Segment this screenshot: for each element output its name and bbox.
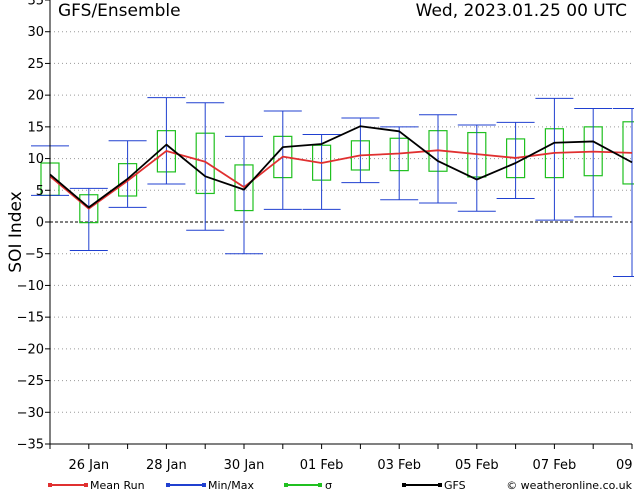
grid-lines: [50, 31, 632, 413]
x-tick-label: 30 Jan: [224, 458, 265, 473]
legend-gfs-label: GFS: [444, 479, 466, 490]
legend-minmax-marker-left: [166, 483, 170, 487]
x-axis-ticks: 26 Jan 28 Jan 30 Jan 01 Feb 03 Feb 05 Feb 07 F…: [49, 444, 633, 473]
legend-item-minmax: Min/Max: [166, 479, 254, 490]
x-tick-label: 09: [616, 458, 633, 473]
min-max-whiskers: [31, 97, 634, 278]
y-tick-label: 30: [27, 25, 44, 40]
y-tick-label: 35: [27, 0, 44, 9]
x-tick-label: 28 Jan: [146, 458, 187, 473]
legend-item-gfs: GFS: [402, 479, 466, 490]
legend-item-sigma: σ: [284, 479, 332, 490]
legend-gfs-marker-right: [438, 483, 442, 487]
x-tick-label: 05 Feb: [455, 458, 499, 473]
y-axis-label: SOI Index: [6, 191, 26, 272]
chart-title: GFS/Ensemble: [58, 1, 181, 21]
y-tick-label: −15: [17, 311, 44, 326]
legend-item-mean: Mean Run: [48, 479, 145, 490]
y-tick-label: −5: [25, 247, 44, 262]
legend-sigma-marker-right: [318, 483, 322, 487]
run-timestamp: Wed, 2023.01.25 00 UTC: [416, 1, 627, 21]
y-tick-label: 0: [36, 216, 44, 231]
legend-sigma-label: σ: [325, 479, 332, 490]
legend-minmax-marker-right: [202, 483, 206, 487]
y-axis-ticks: 35 30 25 20 15 10 5 0 −5 −10 −15 −20 −25 −30 −35: [17, 0, 50, 453]
legend-gfs-marker-left: [402, 483, 406, 487]
legend: Mean Run Min/Max σ GFS © weatheronline.c…: [48, 479, 633, 490]
y-tick-label: −35: [17, 438, 44, 453]
legend-minmax-label: Min/Max: [208, 479, 254, 490]
y-tick-label: −10: [17, 279, 44, 294]
y-tick-label: −25: [17, 374, 44, 389]
y-tick-label: −30: [17, 406, 44, 421]
y-tick-label: −20: [17, 342, 44, 357]
y-tick-label: 15: [27, 120, 44, 135]
x-tick-label: 01 Feb: [300, 458, 344, 473]
y-tick-label: 10: [27, 152, 44, 167]
x-tick-label: 26 Jan: [68, 458, 109, 473]
mean-run-line: [49, 149, 633, 210]
legend-mean-marker-left: [48, 483, 52, 487]
legend-mean-label: Mean Run: [90, 479, 145, 490]
y-tick-label: 5: [36, 184, 44, 199]
x-tick-label: 03 Feb: [377, 458, 421, 473]
mean-run-series: [49, 149, 633, 210]
legend-mean-marker-right: [84, 483, 88, 487]
credit-text: © weatheronline.co.uk: [506, 479, 632, 490]
legend-sigma-marker-left: [284, 483, 288, 487]
y-tick-label: 20: [27, 89, 44, 104]
x-tick-label: 07 Feb: [533, 458, 577, 473]
gfs-line: [49, 125, 633, 209]
gfs-series: [49, 125, 633, 209]
y-tick-label: 25: [27, 57, 44, 72]
